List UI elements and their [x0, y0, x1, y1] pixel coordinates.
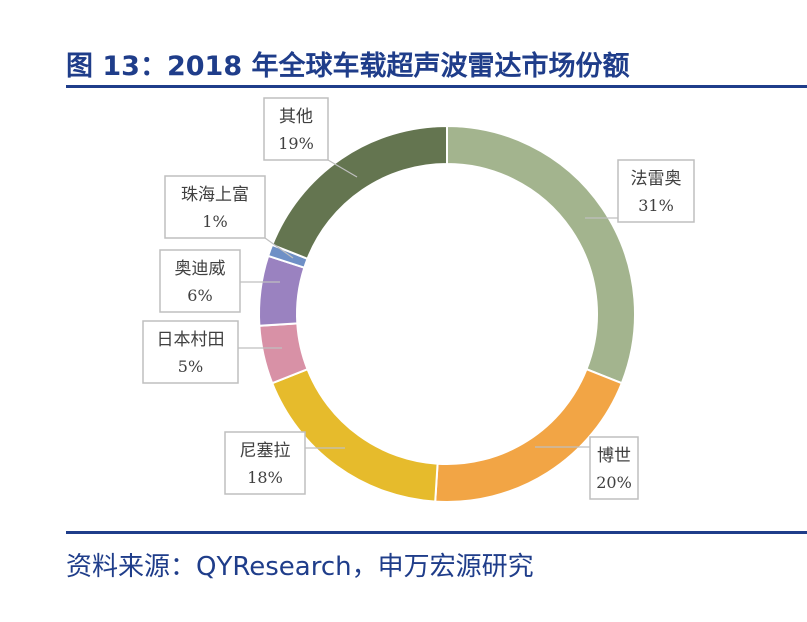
data-label-box — [142, 320, 239, 384]
leader-line — [327, 159, 358, 178]
source-note: 资料来源：QYResearch，申万宏源研究 — [66, 552, 534, 582]
donut-slice — [270, 124, 448, 261]
slice-name-label: 法雷奥 — [631, 169, 682, 189]
leader-line — [264, 237, 294, 259]
data-label-box — [164, 175, 266, 239]
donut-slice — [446, 124, 636, 385]
data-label-box — [159, 249, 241, 313]
source-divider — [66, 531, 807, 534]
slice-value-label: 18% — [247, 468, 283, 487]
data-label-box — [617, 159, 695, 223]
slice-value-label: 5% — [178, 357, 203, 376]
slice-value-label: 31% — [638, 196, 674, 215]
data-label-box — [263, 97, 329, 161]
slice-value-label: 20% — [596, 473, 632, 492]
slice-value-label: 6% — [187, 286, 212, 305]
data-label-box — [589, 436, 639, 500]
slice-name-label: 珠海上富 — [181, 185, 249, 205]
slice-name-label: 日本村田 — [157, 330, 225, 350]
data-label-box — [224, 431, 306, 495]
slice-name-label: 其他 — [279, 107, 313, 127]
slice-value-label: 19% — [278, 134, 314, 153]
slice-name-label: 奥迪威 — [175, 259, 226, 279]
slice-value-label: 1% — [202, 212, 227, 231]
slice-name-label: 尼塞拉 — [240, 441, 291, 461]
chart-title: 图 13：2018 年全球车载超声波雷达市场份额 — [66, 51, 630, 82]
slice-name-label: 博世 — [597, 446, 631, 466]
title-divider — [66, 85, 807, 88]
